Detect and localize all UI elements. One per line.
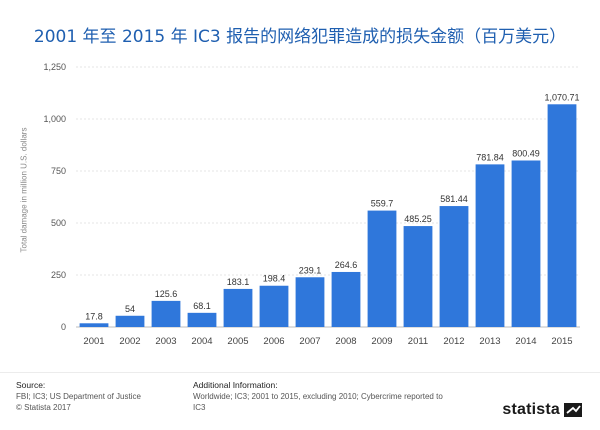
bar-value-label: 68.1 [193, 301, 211, 311]
bar-value-label: 239.1 [299, 265, 322, 275]
bar[interactable] [547, 104, 577, 327]
x-tick-label: 2009 [371, 336, 392, 347]
x-tick-label: 2003 [155, 336, 176, 347]
source-heading: Source: [16, 380, 46, 390]
bar[interactable] [79, 323, 109, 327]
statista-logo[interactable]: statista [502, 401, 582, 419]
bar[interactable] [475, 164, 505, 327]
x-tick-label: 2001 [83, 336, 104, 347]
x-tick-label: 2007 [299, 336, 320, 347]
chart-title: 2001 年至 2015 年 IC3 报告的网络犯罪造成的损失金额（百万美元） [33, 27, 567, 47]
bar-value-label: 1,070.71 [544, 92, 579, 102]
bars [79, 104, 577, 327]
bar-value-label: 581.44 [440, 194, 468, 204]
bar[interactable] [223, 288, 253, 327]
x-tick-label: 2004 [191, 336, 212, 347]
bar[interactable] [367, 210, 397, 327]
bar[interactable] [259, 285, 289, 327]
additional-info-block: Additional Information: Worldwide; IC3; … [193, 380, 453, 413]
bar[interactable] [331, 271, 361, 327]
x-tick-label: 2013 [479, 336, 500, 347]
x-tick-label: 2008 [335, 336, 356, 347]
statista-logo-icon [564, 403, 582, 417]
y-tick-label: 1,250 [43, 62, 66, 72]
bar-value-label: 54 [125, 304, 135, 314]
additional-info-heading: Additional Information: [193, 380, 278, 390]
y-tick-label: 1,000 [43, 114, 66, 124]
x-tick-label: 2011 [408, 336, 428, 347]
bar-chart: 17.8 54 125.6 68.1 183.1 198.4 239.1 264.6 559.7… [43, 62, 580, 347]
source-block: Source: FBI; IC3; US Department of Justi… [16, 380, 141, 413]
bar-value-label: 800.49 [512, 148, 540, 158]
x-tick-label: 2002 [119, 336, 140, 347]
value-labels: 17.8 54 125.6 68.1 183.1 198.4 239.1 264.6 559.7… [85, 92, 579, 321]
y-tick-label: 500 [51, 218, 66, 228]
y-tick-label: 750 [51, 166, 66, 176]
x-tick-labels: 2001 2002 2003 2004 2005 2006 2007 2008 2009 2011… [83, 336, 572, 347]
bar[interactable] [151, 300, 181, 327]
bar[interactable] [439, 206, 469, 327]
y-axis-label: Total damage in million U.S. dollars [19, 127, 29, 253]
bar-value-label: 485.25 [404, 214, 432, 224]
bar-value-label: 125.6 [155, 289, 178, 299]
x-tick-label: 2014 [515, 336, 536, 347]
x-tick-label: 2012 [443, 336, 464, 347]
statista-wordmark: statista [502, 401, 560, 418]
bar[interactable] [187, 312, 217, 327]
x-tick-label: 2006 [263, 336, 284, 347]
bar-value-label: 17.8 [85, 311, 103, 321]
bar-value-label: 198.4 [263, 274, 286, 284]
copyright-line: © Statista 2017 [16, 403, 71, 412]
y-tick-labels: 0 250 500 750 1,000 1,250 [43, 62, 66, 332]
bar-value-label: 183.1 [227, 277, 250, 287]
bar[interactable] [403, 226, 433, 327]
bar-value-label: 264.6 [335, 260, 358, 270]
bar[interactable] [511, 160, 541, 327]
bar-value-label: 781.84 [476, 152, 504, 162]
y-tick-label: 0 [61, 322, 66, 332]
bar[interactable] [115, 315, 145, 327]
bar[interactable] [295, 277, 325, 327]
additional-info-text: Worldwide; IC3; 2001 to 2015, excluding … [193, 392, 443, 412]
x-tick-label: 2005 [227, 336, 248, 347]
y-tick-label: 250 [51, 270, 66, 280]
source-line: FBI; IC3; US Department of Justice [16, 392, 141, 401]
x-tick-label: 2015 [551, 336, 572, 347]
bar-value-label: 559.7 [371, 199, 394, 209]
footer-divider [0, 372, 600, 373]
